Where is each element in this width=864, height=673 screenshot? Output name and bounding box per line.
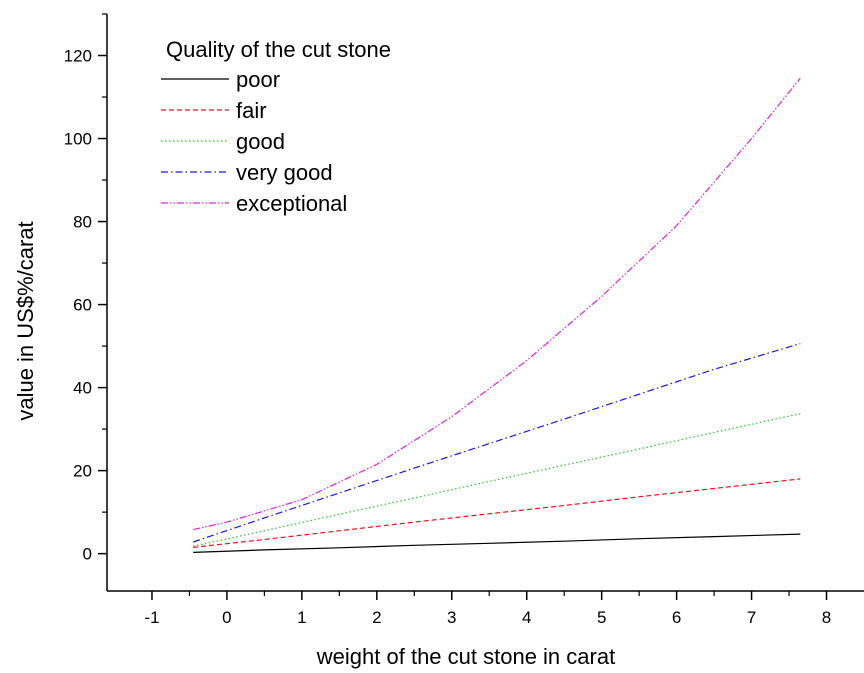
legend-title: Quality of the cut stone bbox=[166, 37, 391, 62]
series-line-poor bbox=[193, 533, 801, 553]
x-tick-label: 3 bbox=[447, 608, 456, 627]
legend-label-good: good bbox=[236, 129, 285, 154]
x-tick-label: 5 bbox=[597, 608, 606, 627]
x-tick-label: 8 bbox=[822, 608, 831, 627]
y-tick-label: 100 bbox=[64, 130, 92, 149]
x-tick-label: 7 bbox=[747, 608, 756, 627]
y-tick-label: 60 bbox=[73, 296, 92, 315]
x-tick-label: 2 bbox=[372, 608, 381, 627]
series-line-fair bbox=[193, 478, 801, 548]
series-line-good bbox=[193, 413, 801, 547]
x-tick-label: 6 bbox=[672, 608, 681, 627]
series-line-exceptional bbox=[193, 77, 801, 531]
series-layer bbox=[193, 77, 801, 553]
legend-label-very-good: very good bbox=[236, 160, 333, 185]
x-axis: -1 0 1 2 3 4 5 6 7 8 bbox=[144, 591, 831, 627]
y-axis-title: value in US$%/carat bbox=[13, 221, 38, 420]
y-tick-label: 20 bbox=[73, 462, 92, 481]
y-tick-label: 120 bbox=[64, 47, 92, 66]
y-axis: 0 20 40 60 80 100 120 bbox=[64, 13, 107, 564]
legend-label-exceptional: exceptional bbox=[236, 191, 347, 216]
plot-frame bbox=[106, 14, 864, 592]
x-tick-label: -1 bbox=[144, 608, 159, 627]
y-tick-label: 80 bbox=[73, 213, 92, 232]
legend-label-fair: fair bbox=[236, 98, 267, 123]
legend-label-poor: poor bbox=[236, 67, 280, 92]
y-tick-label: 40 bbox=[73, 379, 92, 398]
x-axis-title: weight of the cut stone in carat bbox=[316, 644, 615, 669]
y-tick-label: 0 bbox=[83, 545, 92, 564]
x-tick-label: 0 bbox=[222, 608, 231, 627]
series-line-very-good bbox=[193, 343, 801, 543]
x-tick-label: 4 bbox=[522, 608, 531, 627]
legend: Quality of the cut stone poor fair good ver… bbox=[161, 37, 391, 216]
x-tick-label: 1 bbox=[297, 608, 306, 627]
